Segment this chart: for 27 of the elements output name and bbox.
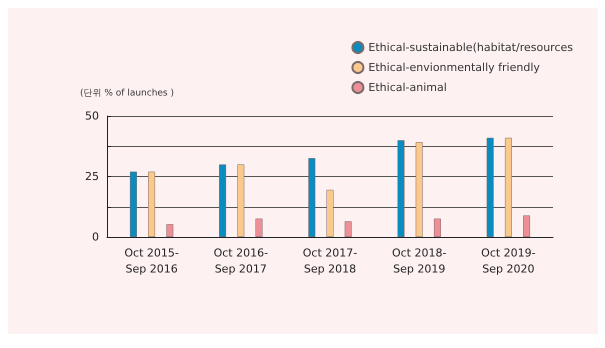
bar bbox=[256, 218, 262, 237]
bar bbox=[416, 142, 423, 237]
bar bbox=[523, 215, 530, 237]
bar bbox=[486, 138, 494, 237]
y-tick-label: 25 bbox=[85, 170, 99, 183]
x-tick-label: Oct 2017- Sep 2018 bbox=[302, 246, 358, 276]
bar bbox=[148, 172, 156, 237]
legend-label: Ethical-sustainable(habitat/resources bbox=[368, 41, 574, 54]
bar bbox=[504, 138, 512, 237]
legend-label: Ethical-animal bbox=[368, 81, 447, 94]
bar bbox=[166, 224, 174, 237]
x-tick-label: Oct 2018- Sep 2019 bbox=[392, 246, 446, 276]
bar bbox=[326, 190, 334, 237]
y-tick-label: 0 bbox=[92, 230, 99, 244]
bar bbox=[219, 164, 226, 237]
y-tick-label: 50 bbox=[85, 110, 99, 122]
bar bbox=[308, 158, 316, 237]
bar bbox=[434, 218, 441, 237]
x-tick-label: Oct 2015- Sep 2016 bbox=[124, 246, 179, 276]
bar bbox=[237, 164, 244, 237]
x-tick-label: Oct 2016- Sep 2017 bbox=[214, 246, 268, 276]
bar bbox=[344, 221, 352, 237]
bar bbox=[130, 172, 137, 237]
bar bbox=[398, 140, 404, 237]
y-axis-title: (단위 % of launches ) bbox=[80, 88, 174, 98]
legend-label: Ethical-envionmentally friendly bbox=[368, 61, 540, 74]
x-tick-label: Oct 2019- Sep 2020 bbox=[481, 246, 536, 276]
